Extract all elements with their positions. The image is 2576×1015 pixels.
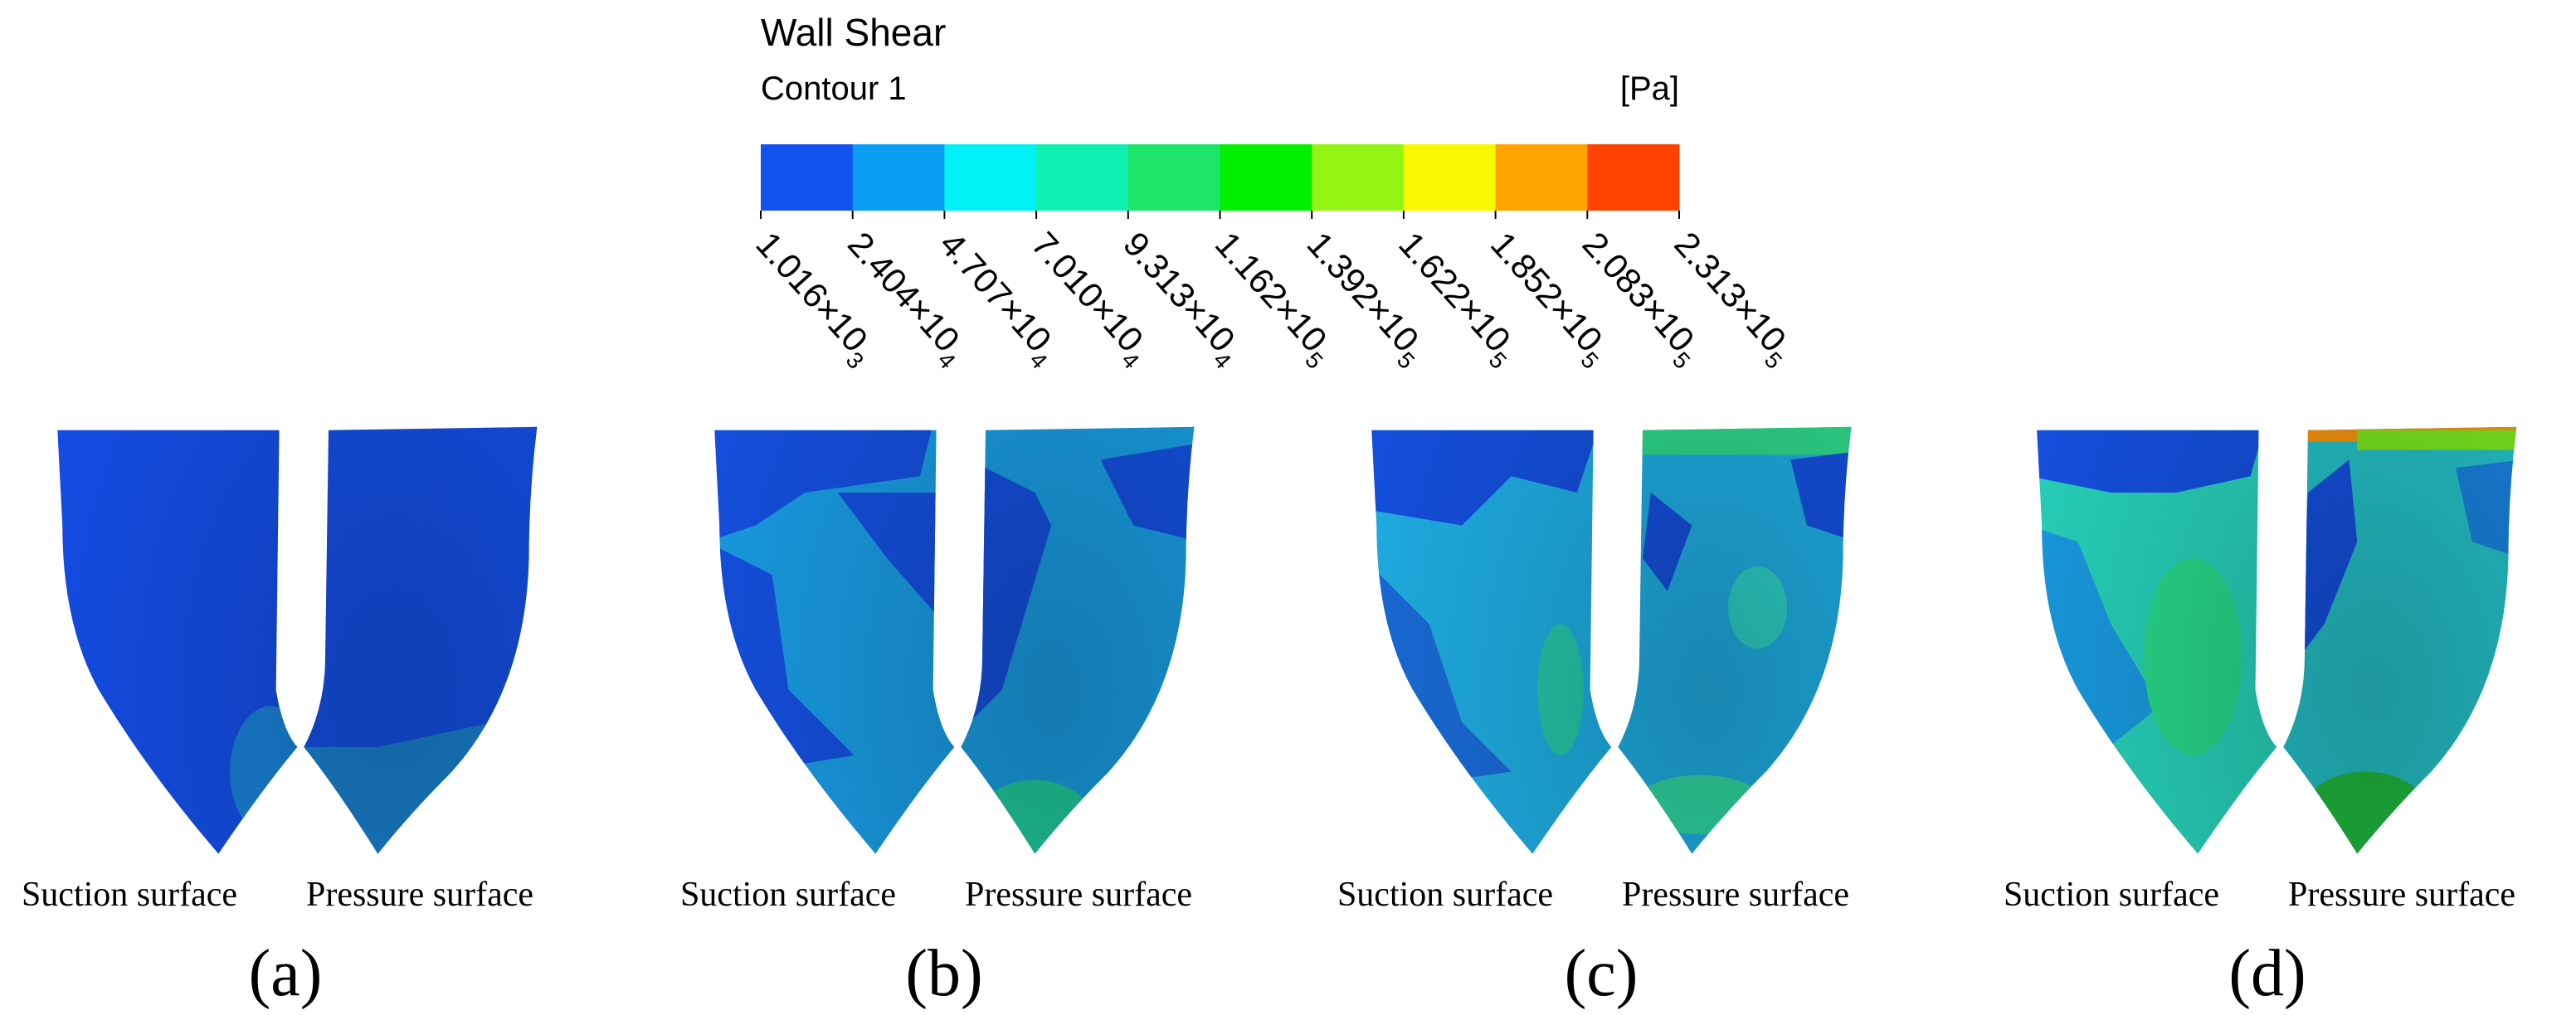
pressure-label: Pressure surface <box>306 876 533 914</box>
panel-d <box>2037 426 2517 854</box>
suction-label: Suction surface <box>2004 876 2219 914</box>
pressure-label: Pressure surface <box>965 876 1192 914</box>
colorbar-bin <box>1312 144 1405 211</box>
panel-label: (d) <box>2228 937 2306 1010</box>
pressure-label: Pressure surface <box>1622 876 1849 914</box>
colorbar <box>761 144 1680 211</box>
colorbar-bin <box>1403 144 1497 211</box>
pressure-label: Pressure surface <box>2288 876 2515 914</box>
panel-label: (b) <box>905 937 982 1010</box>
colorbar-bin <box>1220 144 1312 211</box>
legend-subtitle: Contour 1 <box>761 70 907 107</box>
colorbar-bin <box>852 144 945 211</box>
panel-label: (c) <box>1565 937 1639 1010</box>
suction-label: Suction surface <box>22 876 237 914</box>
panel-a <box>57 426 538 854</box>
suction-label: Suction surface <box>1337 876 1553 914</box>
colorbar-bin <box>1127 144 1220 211</box>
colorbar-bin <box>1587 144 1680 211</box>
colorbar-bin <box>944 144 1037 211</box>
colorbar-bin <box>1495 144 1588 211</box>
panel-labels: Suction surface Pressure surface (a) Suctio… <box>22 876 2515 1010</box>
colorbar-ticks: 1.016×1032.404×1044.707×1047.010×1049.31… <box>748 211 1794 374</box>
colorbar-bin <box>1036 144 1129 211</box>
colorbar-bin <box>761 144 854 211</box>
suction-label: Suction surface <box>680 876 896 914</box>
legend-title: Wall Shear <box>761 11 946 54</box>
panel-b <box>714 426 1195 854</box>
panel-label: (a) <box>249 937 323 1010</box>
legend-unit: [Pa] <box>1620 70 1679 107</box>
